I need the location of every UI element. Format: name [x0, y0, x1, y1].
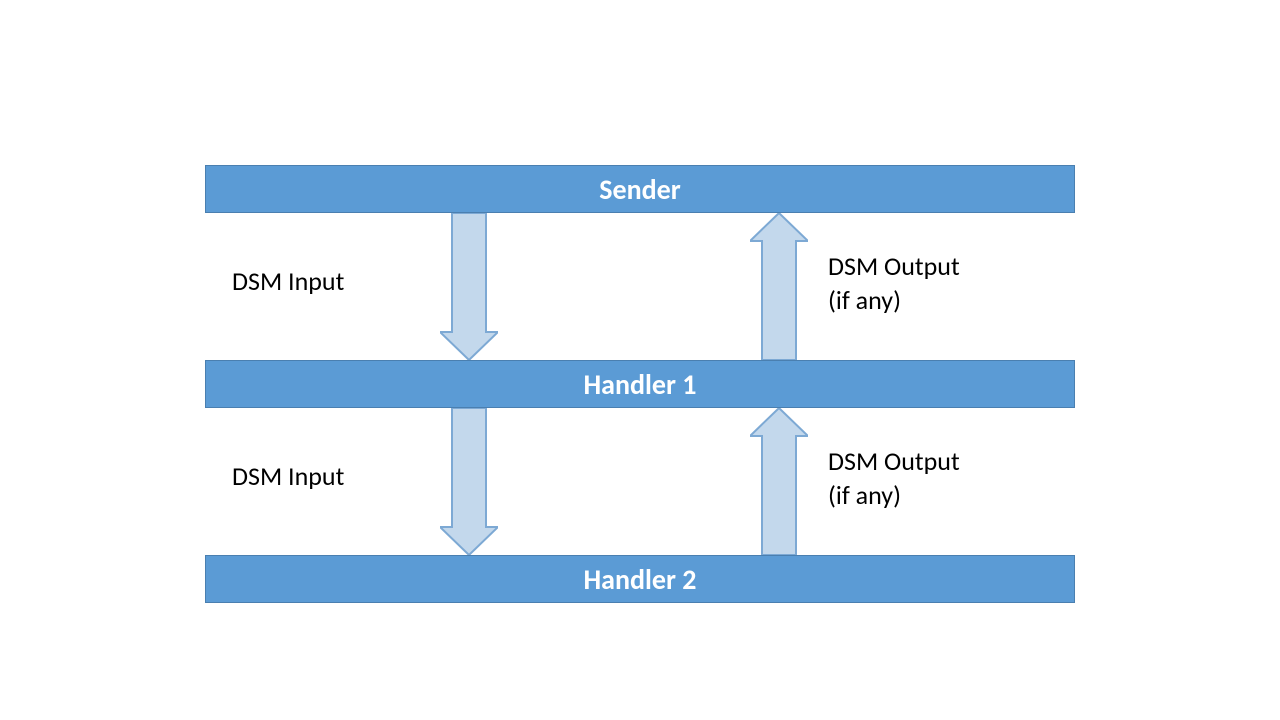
arrow-up-1-icon: [750, 213, 808, 360]
dsm-output-1-label: DSM Output(if any): [828, 250, 960, 318]
arrow-down-2-icon: [440, 408, 498, 555]
handler1-bar: Handler 1: [205, 360, 1075, 408]
arrow-up-2-icon: [750, 408, 808, 555]
dsm-input-1-label: DSM Input: [232, 265, 344, 299]
dsm-output-2-label: DSM Output(if any): [828, 445, 960, 513]
dsm-input-2-label: DSM Input: [232, 460, 344, 494]
handler1-bar-label: Handler 1: [584, 367, 697, 402]
sender-bar-label: Sender: [599, 172, 680, 207]
sender-bar: Sender: [205, 165, 1075, 213]
handler2-bar: Handler 2: [205, 555, 1075, 603]
handler2-bar-label: Handler 2: [584, 562, 697, 597]
arrow-down-1-icon: [440, 213, 498, 360]
